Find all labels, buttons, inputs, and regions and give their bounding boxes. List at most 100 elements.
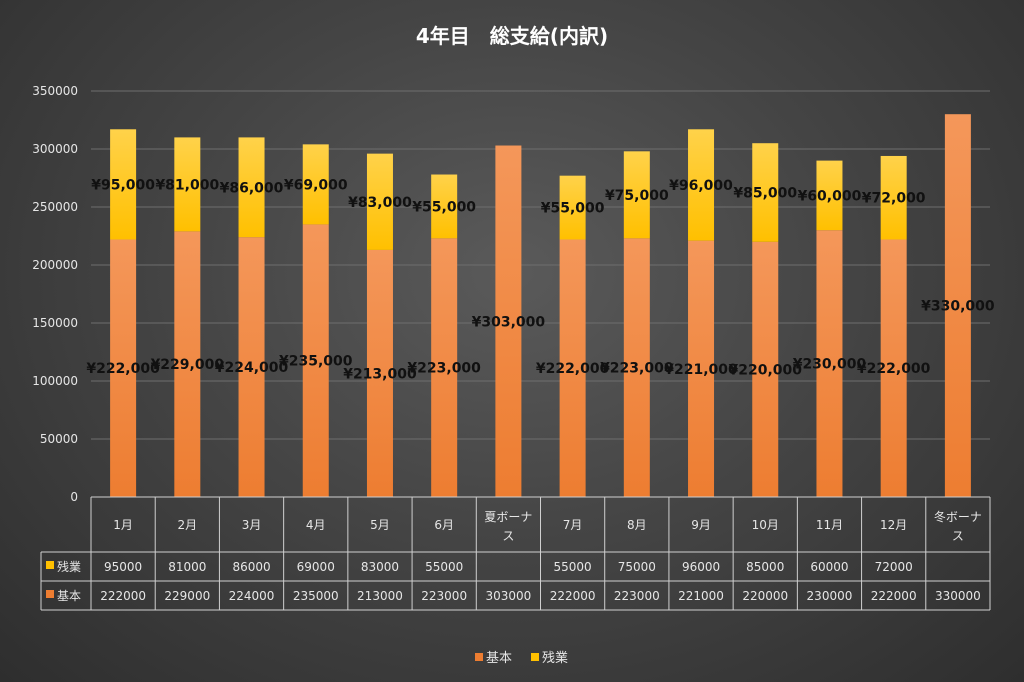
table-cell-zangyou: 96000 (682, 560, 720, 574)
legend-label: 基本 (486, 651, 512, 666)
y-tick-label: 350000 (32, 84, 78, 98)
legend-label: 残業 (542, 650, 568, 666)
data-label-zangyou: ¥55,000 (412, 199, 476, 215)
data-label-kihon: ¥303,000 (472, 314, 546, 330)
bar-zangyou (559, 175, 586, 240)
data-label-zangyou: ¥69,000 (284, 177, 348, 193)
bar-zangyou (366, 153, 393, 250)
table-cell-zangyou: 81000 (168, 560, 206, 574)
bar-kihon (623, 238, 650, 497)
table-cell-kihon: 330000 (935, 589, 981, 603)
y-tick-label: 100000 (32, 374, 78, 388)
data-label-kihon: ¥229,000 (151, 357, 225, 373)
row-legend-key (46, 590, 54, 598)
table-cell-kihon: 222000 (100, 589, 146, 603)
table-cell-kihon: 224000 (229, 589, 275, 603)
data-label-kihon: ¥220,000 (728, 362, 802, 378)
y-axis: 0 50000 100000 150000 200000 250000 300000 3500… (32, 84, 78, 504)
bar-kihon (495, 145, 522, 497)
data-label-kihon: ¥213,000 (343, 366, 417, 382)
bar-kihon (944, 114, 971, 497)
legend-key (531, 653, 539, 661)
table-cell-zangyou: 60000 (810, 560, 848, 574)
table-cell-kihon: 229000 (164, 589, 210, 603)
table-cell-kihon: 220000 (742, 589, 788, 603)
table-cell-zangyou: 55000 (554, 560, 592, 574)
legend-key (475, 653, 483, 661)
bar-zangyou (752, 143, 779, 242)
table-cell-zangyou: 95000 (104, 560, 142, 574)
bar-zangyou (816, 160, 843, 231)
y-tick-label: 150000 (32, 316, 78, 330)
data-labels: ¥222,000 ¥95,000 ¥229,000 ¥81,000 ¥224,000 ¥8… (86, 177, 995, 382)
table-cell-zangyou: 86000 (232, 560, 270, 574)
bar-kihon (688, 240, 715, 497)
x-category-label: 9月 (691, 518, 711, 532)
x-category-label: 冬ボーナ (934, 509, 982, 524)
data-label-kihon: ¥222,000 (857, 361, 931, 377)
x-category-label: 3月 (242, 518, 262, 532)
bar-zangyou (880, 155, 907, 240)
bar-zangyou (110, 129, 137, 240)
table-cell-zangyou: 83000 (361, 560, 399, 574)
x-category-label: 2月 (178, 518, 198, 532)
data-label-kihon: ¥221,000 (664, 362, 738, 378)
table-cell-kihon: 235000 (293, 589, 339, 603)
y-tick-label: 200000 (32, 258, 78, 272)
table-cell-kihon: 303000 (485, 589, 531, 603)
bar-kihon (302, 224, 329, 497)
table-cell-kihon: 223000 (421, 589, 467, 603)
x-category-label: 1月 (113, 518, 133, 532)
data-label-kihon: ¥330,000 (921, 299, 995, 315)
bar-zangyou (431, 174, 458, 239)
table-cell-zangyou: 55000 (425, 560, 463, 574)
data-label-kihon: ¥230,000 (793, 357, 867, 373)
table-cell-zangyou: 69000 (297, 560, 335, 574)
data-label-zangyou: ¥85,000 (733, 186, 797, 202)
table-cell-kihon: 221000 (678, 589, 724, 603)
data-label-zangyou: ¥83,000 (348, 195, 412, 211)
bar-kihon (752, 241, 779, 497)
data-label-kihon: ¥222,000 (86, 361, 160, 377)
bar-kihon (431, 238, 458, 497)
bar-kihon (880, 239, 907, 498)
table-cell-kihon: 223000 (614, 589, 660, 603)
data-label-kihon: ¥222,000 (536, 361, 610, 377)
row-header: 基本 (57, 589, 81, 603)
data-label-zangyou: ¥96,000 (669, 178, 733, 194)
chart-title: 4年目 総支給(内訳) (416, 24, 608, 48)
x-category-label: 7月 (563, 518, 583, 532)
data-label-zangyou: ¥55,000 (541, 201, 605, 217)
y-tick-label: 300000 (32, 142, 78, 156)
bar-kihon (174, 231, 201, 498)
y-tick-label: 0 (70, 490, 78, 504)
table-cell-zangyou: 85000 (746, 560, 784, 574)
data-label-zangyou: ¥86,000 (220, 180, 284, 196)
table-cell-kihon: 222000 (550, 589, 596, 603)
x-category-label: 12月 (880, 518, 907, 532)
x-category-label: 4月 (306, 518, 326, 532)
table-cell-zangyou: 75000 (618, 560, 656, 574)
data-label-kihon: ¥223,000 (600, 361, 674, 377)
x-category-label: 11月 (816, 518, 843, 532)
bar-zangyou (174, 137, 201, 232)
table-cell-kihon: 230000 (807, 589, 853, 603)
legend: 基本 残業 (475, 650, 568, 666)
row-legend-key (46, 561, 54, 569)
data-label-kihon: ¥224,000 (215, 360, 289, 376)
data-label-zangyou: ¥72,000 (862, 191, 926, 207)
data-label-kihon: ¥235,000 (279, 354, 353, 370)
bar-zangyou (302, 144, 329, 225)
bar-zangyou (238, 137, 265, 238)
bar-kihon (559, 239, 586, 498)
x-category-label: 10月 (752, 518, 779, 532)
bar-kihon (238, 237, 265, 497)
row-header: 残業 (57, 560, 81, 574)
data-table: 1月 95000 222000 2月 81000 229000 3月 86000 224000 4… (40, 496, 991, 611)
x-category-label: 6月 (434, 518, 454, 532)
data-label-zangyou: ¥75,000 (605, 188, 669, 204)
bar-zangyou (688, 129, 715, 241)
x-category-label: ス (952, 529, 964, 543)
x-category-label: 夏ボーナ (484, 510, 532, 524)
data-label-zangyou: ¥95,000 (91, 177, 155, 193)
